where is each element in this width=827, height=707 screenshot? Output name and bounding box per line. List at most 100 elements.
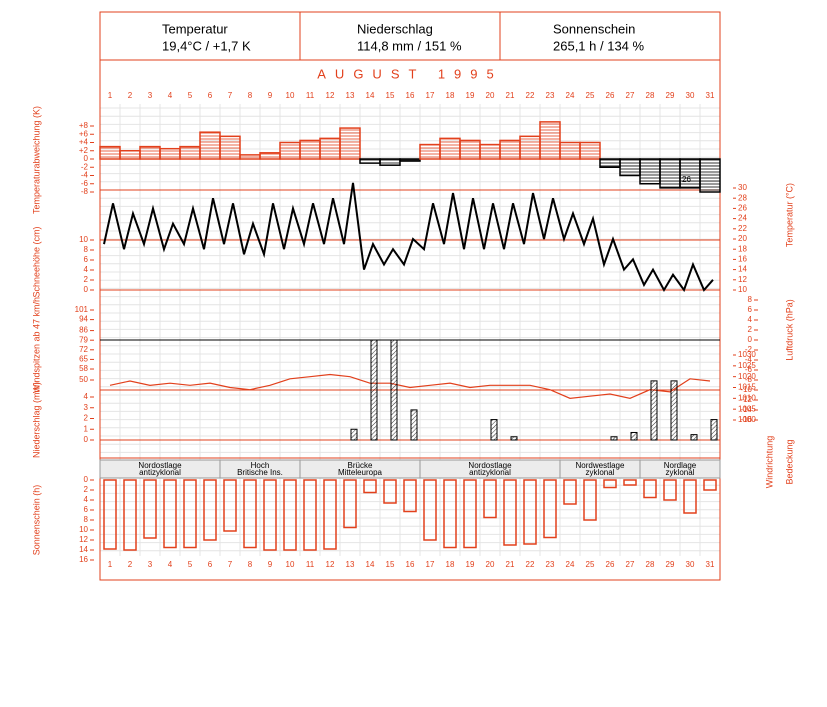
tick-label: -8 [745, 375, 753, 384]
deviation-bar [179, 145, 201, 160]
weather-label: Hoch [251, 461, 270, 470]
deviation-bar [119, 150, 141, 160]
tick-label: 2 [748, 325, 753, 334]
day-label: 4 [168, 91, 173, 100]
sunshine-bar [703, 479, 717, 491]
sunshine-bar [383, 479, 397, 504]
tick-label: 3 [84, 403, 89, 412]
day-label: 9 [268, 560, 273, 569]
header-title: Niederschlag [357, 21, 433, 36]
deviation-bar [199, 131, 221, 160]
tick-label: 0 [84, 475, 89, 484]
deviation-bar [619, 158, 641, 177]
day-label: 6 [208, 91, 213, 100]
day-label: 17 [426, 91, 435, 100]
day-label: 19 [466, 91, 475, 100]
precip-bar [390, 339, 398, 441]
day-label: 27 [626, 560, 635, 569]
sunshine-bar [503, 479, 517, 546]
day-label: 22 [526, 560, 535, 569]
sunshine-bar [683, 479, 697, 514]
day-label: 9 [268, 91, 273, 100]
header-value: 19,4°C / +1,7 K [162, 38, 251, 53]
precip-bar [630, 431, 638, 441]
day-label: 23 [546, 560, 555, 569]
sunshine-bar [403, 479, 417, 513]
day-label: 27 [626, 91, 635, 100]
precip-bar [510, 436, 518, 441]
deviation-bar [259, 152, 281, 160]
panel-lines [100, 189, 720, 479]
axis-label: Windspitzen ab 47 km/h [31, 297, 41, 393]
day-label: 19 [466, 560, 475, 569]
tick-label: 12 [79, 535, 88, 544]
precip-bar [410, 409, 418, 441]
tick-label: 4 [84, 495, 89, 504]
precip-bar [370, 339, 378, 441]
day-label: 5 [188, 91, 193, 100]
tick-label: 4 [748, 315, 753, 324]
tick-label: 8 [748, 295, 753, 304]
tick-label: 6 [84, 505, 89, 514]
day-label: 29 [666, 91, 675, 100]
tick-label: -8 [81, 187, 89, 196]
sunshine-bar [223, 479, 237, 532]
day-label: 1 [108, 560, 113, 569]
day-label: 18 [446, 91, 455, 100]
day-label: 24 [566, 91, 575, 100]
tick-label: -14 [740, 405, 752, 414]
axis-label: Windrichtung [764, 436, 774, 489]
tick-label: 30 [738, 183, 747, 192]
sunshine-bar [163, 479, 177, 549]
deviation-bar [379, 158, 401, 166]
axis-label: Temperatur (°C) [784, 183, 794, 247]
day-label: 14 [366, 560, 375, 569]
tick-label: -2 [81, 162, 89, 171]
deviation-bar [159, 147, 181, 160]
tick-label: 72 [79, 345, 88, 354]
deviation-bar [339, 127, 361, 160]
day-label: 4 [168, 560, 173, 569]
tick-label: 0 [84, 154, 89, 163]
day-label: 12 [326, 560, 335, 569]
day-label: 18 [446, 560, 455, 569]
tick-label: -12 [740, 395, 752, 404]
deviation-bar [479, 143, 501, 160]
sunshine-bar [103, 479, 117, 550]
tick-label: 14 [79, 545, 88, 554]
sunshine-bar [623, 479, 637, 486]
day-label: 26 [606, 91, 615, 100]
tick-label: 101 [75, 305, 89, 314]
tick-label: -2 [745, 345, 753, 354]
frame [99, 11, 721, 581]
tick-label: 10 [79, 235, 88, 244]
tick-label: 1025 [738, 361, 756, 370]
axis-label: Bedeckung [784, 439, 794, 484]
axis-label: Sonnenschein (h) [31, 485, 41, 556]
day-label: 31 [706, 560, 715, 569]
weather-label: Mitteleuropa [338, 468, 383, 477]
sunshine-bar [183, 479, 197, 549]
tick-label: 79 [79, 335, 88, 344]
sunshine-bar [663, 479, 677, 501]
day-label: 17 [426, 560, 435, 569]
day-label: 7 [228, 91, 233, 100]
annotation: 26 [682, 175, 691, 184]
day-label: 7 [228, 560, 233, 569]
deviation-bar [439, 137, 461, 160]
deviation-bar [539, 121, 561, 160]
tick-label: -16 [740, 415, 752, 424]
tick-label: -4 [81, 171, 89, 180]
tick-label: -10 [740, 385, 752, 394]
day-label: 24 [566, 560, 575, 569]
deviation-bar [519, 135, 541, 160]
tick-label: 16 [738, 255, 747, 264]
day-label: 2 [128, 91, 133, 100]
tick-label: 1000 [738, 415, 756, 424]
precip-bar [650, 380, 658, 441]
day-label: 25 [586, 560, 595, 569]
sunshine-bar [423, 479, 437, 541]
tick-label: 86 [79, 326, 88, 335]
day-label: 13 [346, 91, 355, 100]
axis-label: Luftdruck (hPa) [784, 299, 794, 361]
